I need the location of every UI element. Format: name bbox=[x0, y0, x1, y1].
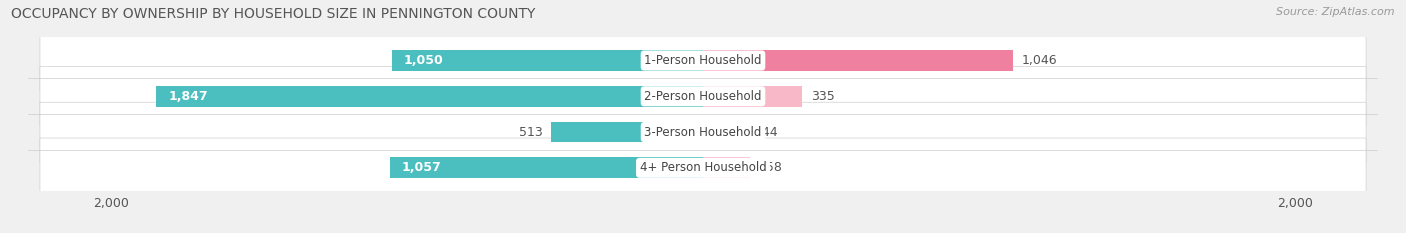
Text: Source: ZipAtlas.com: Source: ZipAtlas.com bbox=[1277, 7, 1395, 17]
Bar bbox=[389, 158, 703, 178]
FancyBboxPatch shape bbox=[39, 31, 1367, 90]
Bar bbox=[392, 50, 703, 71]
Bar bbox=[703, 122, 745, 142]
Bar bbox=[156, 86, 703, 107]
Text: 2-Person Household: 2-Person Household bbox=[644, 90, 762, 103]
Bar bbox=[703, 50, 1012, 71]
Text: 1-Person Household: 1-Person Household bbox=[644, 54, 762, 67]
Text: 513: 513 bbox=[519, 126, 543, 139]
FancyBboxPatch shape bbox=[39, 66, 1367, 126]
Bar bbox=[703, 158, 749, 178]
Text: 1,046: 1,046 bbox=[1022, 54, 1057, 67]
Bar bbox=[551, 122, 703, 142]
Text: 3-Person Household: 3-Person Household bbox=[644, 126, 762, 139]
Text: 158: 158 bbox=[759, 161, 783, 174]
FancyBboxPatch shape bbox=[39, 102, 1367, 162]
Text: 144: 144 bbox=[755, 126, 778, 139]
FancyBboxPatch shape bbox=[39, 138, 1367, 198]
Text: OCCUPANCY BY OWNERSHIP BY HOUSEHOLD SIZE IN PENNINGTON COUNTY: OCCUPANCY BY OWNERSHIP BY HOUSEHOLD SIZE… bbox=[11, 7, 536, 21]
Text: 1,050: 1,050 bbox=[404, 54, 444, 67]
Bar bbox=[703, 86, 803, 107]
Text: 1,847: 1,847 bbox=[169, 90, 208, 103]
Text: 335: 335 bbox=[811, 90, 835, 103]
Text: 1,057: 1,057 bbox=[402, 161, 441, 174]
Text: 4+ Person Household: 4+ Person Household bbox=[640, 161, 766, 174]
